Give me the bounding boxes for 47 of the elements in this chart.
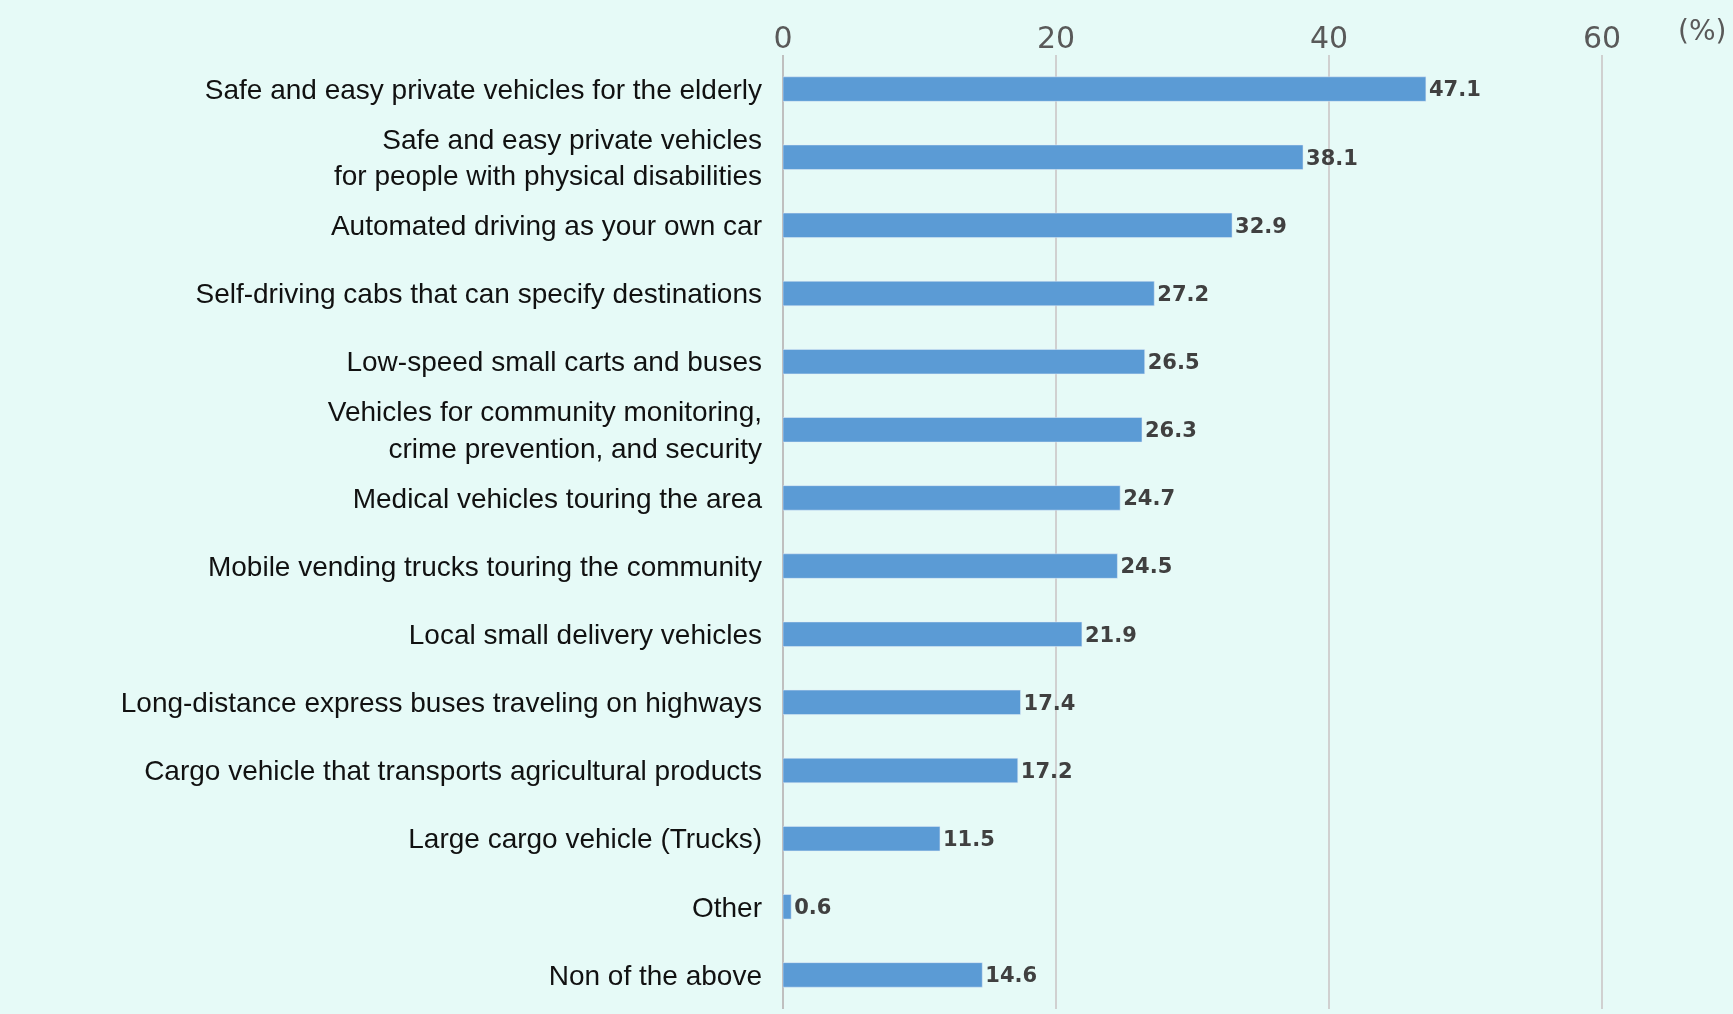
bar [783, 553, 1118, 579]
bar [783, 212, 1233, 238]
y-tick-label: Safe and easy private vehicles for people with physical disabilities [334, 123, 762, 192]
bar [783, 689, 1021, 715]
data-label: 32.9 [1235, 212, 1287, 238]
y-tick-label: Mobile vending trucks touring the community [207, 550, 762, 582]
bar [783, 757, 1019, 784]
y-tick-label: Medical vehicles touring the area [352, 482, 763, 514]
data-label: 38.1 [1306, 144, 1358, 170]
x-axis-title: (%) [1678, 14, 1727, 47]
data-label: 26.5 [1147, 349, 1200, 374]
bar [783, 76, 1427, 102]
data-label: 24.7 [1123, 485, 1176, 511]
y-tick-label: Other [691, 891, 762, 923]
x-tick-label: 20 [1036, 20, 1076, 55]
y-tick-label: Self-driving cabs that can specify destinations [195, 278, 762, 310]
data-label: 17.4 [1023, 689, 1076, 715]
y-tick-label: Safe and easy private vehicles for the elderly [204, 73, 762, 105]
y-tick-label: Non of the above [548, 959, 762, 991]
x-tick-label: 0 [773, 20, 793, 55]
data-label: 26.3 [1144, 417, 1197, 443]
data-label: 47.1 [1428, 76, 1481, 102]
bar [783, 894, 792, 920]
bar [783, 485, 1121, 511]
bar [783, 349, 1145, 375]
data-label: 17.2 [1020, 757, 1073, 783]
x-tick-label: 40 [1309, 20, 1349, 55]
y-tick-label: Vehicles for community monitoring, crime prevention, and security [327, 396, 762, 464]
data-label: 11.5 [942, 826, 995, 851]
y-tick-label: Local small delivery vehicles [408, 619, 762, 651]
y-tick-label: Cargo vehicle that transports agricultural products [144, 755, 762, 787]
y-tick-label: Large cargo vehicle (Trucks) [408, 823, 762, 855]
data-label: 0.6 [794, 894, 832, 920]
y-tick-label: Automated driving as your own car [330, 210, 762, 242]
data-label: 24.5 [1120, 553, 1173, 579]
bar [783, 144, 1304, 170]
bar [783, 280, 1155, 307]
data-label: 14.6 [985, 962, 1038, 988]
data-label: 21.9 [1084, 621, 1137, 647]
y-tick-label: Low-speed small carts and buses [346, 346, 762, 378]
bar [783, 826, 941, 852]
bar [783, 417, 1143, 443]
bar [783, 621, 1083, 647]
bar [783, 962, 983, 988]
y-tick-label: Long-distance express buses traveling on highways [120, 687, 762, 719]
data-label: 27.2 [1157, 280, 1210, 306]
x-tick-label: 60 [1582, 20, 1622, 55]
